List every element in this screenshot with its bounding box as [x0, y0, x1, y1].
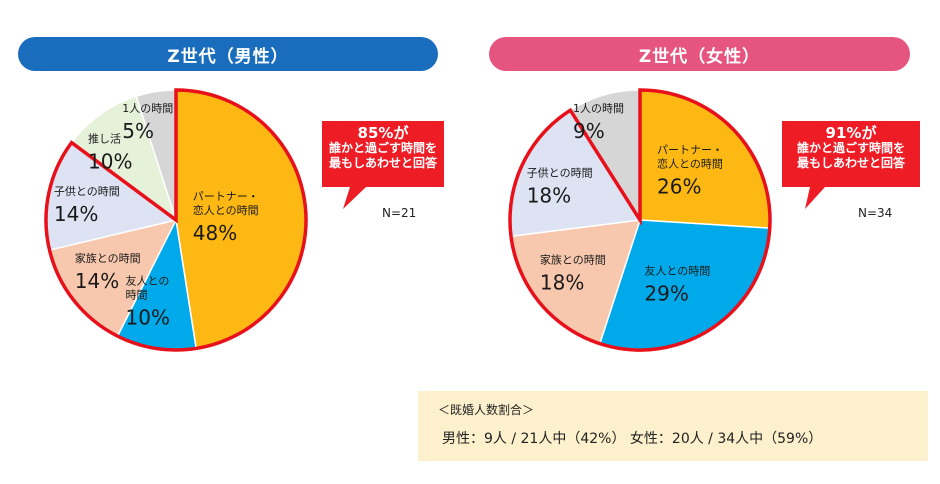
male-highlight-outline	[44, 88, 308, 352]
female-slice-label-4-0: 1人の時間	[573, 102, 624, 115]
female-slice-value-2: 18%	[540, 270, 584, 294]
male-slice-value-0: 48%	[193, 221, 237, 245]
male-slice-value-3: 14%	[54, 202, 98, 226]
female-pie-chart: パートナー・恋人との時間 26% 友人との時間 29% 家族との時間 18% 子供との時間 1…	[508, 88, 772, 352]
male-slice-label-0-0: パートナー・	[193, 190, 259, 203]
male-slice-label-1-1: 時間	[126, 289, 148, 302]
female-slice-value-4: 9%	[573, 119, 605, 143]
female-slice-value-1: 29%	[644, 281, 688, 305]
female-callout-big: 91%が	[825, 124, 877, 142]
married-ratio-text: 男性：9人 / 21人中（42%） 女性：20人 / 34人中（59%）	[442, 431, 823, 447]
male-slice-label-1-0: 友人との	[126, 274, 170, 288]
male-callout-bubble	[322, 121, 444, 209]
male-slice-value-5: 5%	[122, 119, 154, 143]
female-callout-line2: 最もしあわせと回答	[796, 156, 905, 170]
male-slice-label-5-0: 1人の時間	[122, 102, 173, 115]
female-slice-label-0-0: パートナー・	[657, 143, 723, 156]
female-slice-label-1-0: 友人との時間	[644, 263, 710, 277]
male-slice-label-3-0: 子供との時間	[54, 184, 120, 198]
female-sample-size: N=34	[858, 206, 893, 220]
female-slice-label-3-0: 子供との時間	[527, 166, 593, 180]
male-callout-big: 85%が	[357, 124, 409, 142]
married-ratio-title: ＜既婚人数割合＞	[438, 403, 535, 417]
married-ratio-box: ＜既婚人数割合＞ 男性：9人 / 21人中（42%） 女性：20人 / 34人中…	[418, 391, 928, 461]
male-callout-text: 85%が 誰かと過ごす時間を 最もしあわせと回答	[322, 126, 444, 171]
female-slice-label-0-1: 恋人との時間	[657, 156, 723, 170]
female-slice-value-3: 18%	[527, 184, 571, 208]
female-callout-line1: 誰かと過ごす時間を	[796, 141, 906, 155]
female-callout-text: 91%が 誰かと過ごす時間を 最もしあわせと回答	[782, 126, 920, 171]
male-chart-title: Z世代（男性）	[18, 37, 438, 71]
male-slice-value-2: 14%	[75, 269, 119, 293]
female-slice-value-0: 26%	[657, 174, 701, 198]
female-slice-label-2-0: 家族との時間	[540, 252, 606, 266]
male-slice-label-2-0: 家族との時間	[75, 251, 141, 265]
male-slice-value-1: 10%	[126, 306, 170, 330]
female-highlight-outline	[508, 88, 772, 352]
male-slice-0	[175, 89, 307, 350]
female-chart-title: Z世代（女性）	[489, 37, 910, 71]
male-slice-label-4-0: 推し活	[88, 131, 121, 145]
female-callout-bubble	[782, 121, 920, 209]
male-slice-label-0-1: 恋人との時間	[193, 203, 259, 217]
male-slice-value-4: 10%	[88, 149, 132, 173]
male-callout-line2: 最もしあわせと回答	[328, 156, 437, 170]
male-pie-chart: パートナー・恋人との時間 48% 友人との時間 10% 家族との時間 14% 子供との時間 1…	[44, 88, 308, 352]
male-callout-line1: 誰かと過ごす時間を	[328, 141, 438, 155]
male-sample-size: N=21	[382, 206, 417, 220]
